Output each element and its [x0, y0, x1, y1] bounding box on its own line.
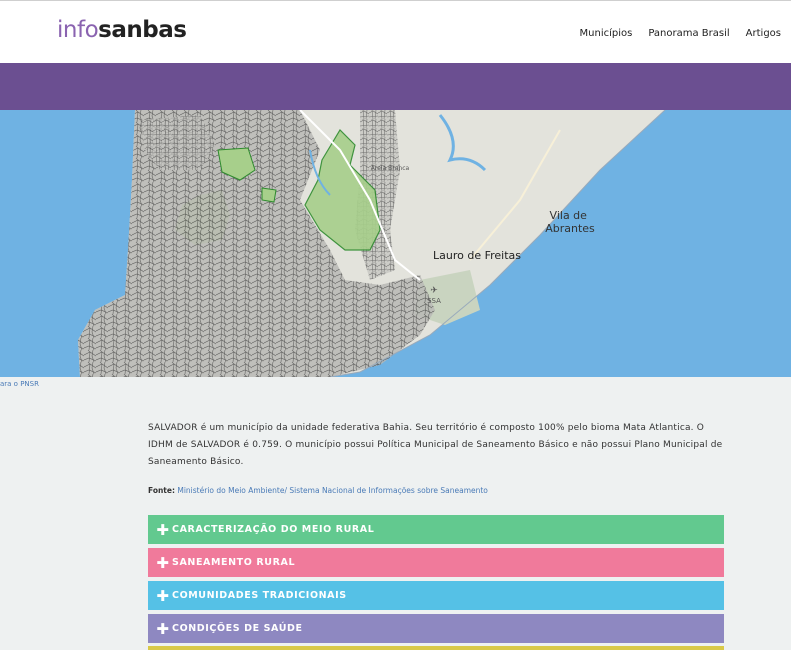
plus-icon: ✚ [156, 520, 170, 539]
logo-light-part: info [57, 17, 99, 43]
road-coastal [469, 129, 561, 261]
plus-icon: ✚ [156, 586, 170, 605]
map-label-areia: Areia Branca [371, 165, 410, 172]
accordion-comunidades[interactable]: ✚ COMUNIDADES TRADICIONAIS [148, 581, 724, 610]
accordion-label: SANEAMENTO RURAL [172, 557, 296, 568]
source-note: Fonte: Ministério do Meio Ambiente/ Sist… [148, 486, 488, 495]
accordion-saneamento[interactable]: ✚ SANEAMENTO RURAL [148, 548, 724, 577]
map-label-vila-line2: Abrantes [545, 222, 595, 235]
accordion-saude[interactable]: ✚ CONDIÇÕES DE SAÚDE [148, 614, 724, 643]
site-logo[interactable]: infosanbas [57, 17, 187, 43]
municipality-map[interactable]: Vila de Abrantes Lauro de Freitas SSA ✈ … [0, 110, 791, 377]
highlighted-district[interactable] [304, 129, 381, 251]
airport-icon: ✈ [430, 286, 438, 296]
header-band [0, 63, 791, 110]
plus-icon: ✚ [156, 553, 170, 572]
accordion-label: CARACTERIZAÇÃO DO MEIO RURAL [172, 524, 375, 535]
map-label-airport: SSA [427, 297, 441, 305]
pnsr-link[interactable]: ara o PNSR [0, 380, 39, 388]
accordion-caracterizacao[interactable]: ✚ CARACTERIZAÇÃO DO MEIO RURAL [148, 515, 724, 544]
plus-icon: ✚ [156, 619, 170, 638]
nav-municipios[interactable]: Municípios [579, 28, 633, 39]
road [299, 110, 421, 281]
coastline [329, 110, 666, 377]
map-label-vila-line1: Vila de [550, 209, 588, 222]
urban-mesh [78, 110, 435, 377]
urban-mesh-west [140, 115, 215, 170]
logo-bold-part: sanbas [98, 17, 187, 43]
highlighted-district-west[interactable] [217, 147, 256, 181]
accordion-label: COMUNIDADES TRADICIONAIS [172, 590, 347, 601]
lagoon [438, 114, 487, 172]
nav-panorama-brasil[interactable]: Panorama Brasil [648, 28, 730, 39]
main-nav: Municípios Panorama Brasil Artigos [580, 28, 781, 39]
nav-artigos[interactable]: Artigos [745, 28, 781, 39]
map-label-vila: Vila de Abrantes [545, 209, 595, 235]
map-label-lauro: Lauro de Freitas [433, 249, 521, 262]
municipality-description: SALVADOR é um município da unidade feder… [148, 423, 723, 467]
source-label: Fonte: [148, 486, 175, 495]
river [309, 149, 331, 196]
highlighted-district-small[interactable] [261, 187, 277, 203]
accordion-next[interactable] [148, 646, 724, 650]
map-canvas: Vila de Abrantes Lauro de Freitas SSA ✈ … [0, 110, 791, 377]
source-link[interactable]: Ministério do Meio Ambiente/ Sistema Nac… [177, 486, 488, 495]
top-navbar: infosanbas Municípios Panorama Brasil Ar… [0, 0, 791, 63]
accordion-label: CONDIÇÕES DE SAÚDE [172, 623, 303, 634]
